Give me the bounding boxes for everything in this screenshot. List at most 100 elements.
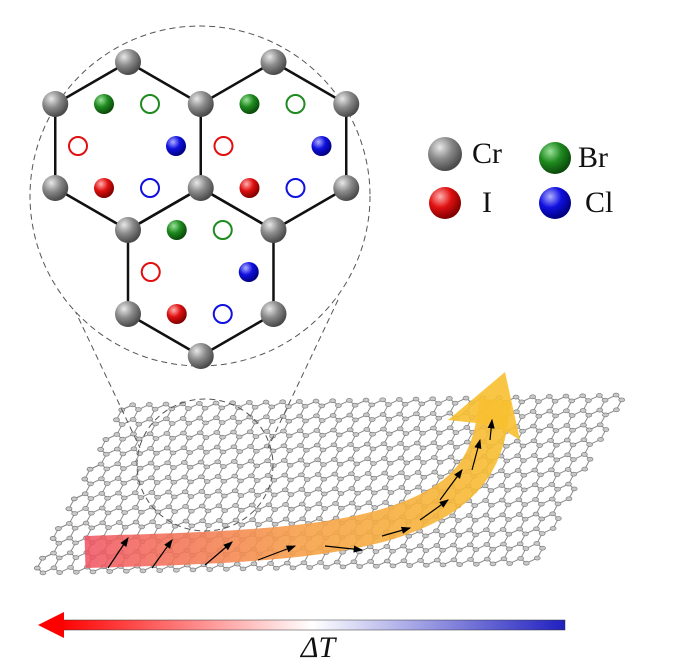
carbon-atom	[146, 402, 153, 407]
carbon-atom	[213, 415, 220, 421]
carbon-atom	[246, 429, 254, 435]
carbon-atom	[520, 458, 527, 463]
carbon-atom	[136, 465, 144, 471]
carbon-atom	[548, 496, 556, 502]
carbon-atom	[213, 430, 221, 435]
carbon-atom	[66, 550, 74, 556]
carbon-atom	[219, 434, 226, 440]
carbon-atom	[146, 431, 154, 437]
carbon-atom	[402, 416, 409, 422]
carbon-atom	[254, 507, 262, 513]
carbon-atom	[170, 494, 178, 500]
carbon-atom	[416, 543, 424, 549]
carbon-atom	[106, 569, 113, 574]
zoom-line	[69, 299, 141, 449]
carbon-atom	[303, 447, 310, 453]
carbon-atom	[186, 464, 194, 470]
carbon-atom	[296, 413, 304, 419]
carbon-atom	[546, 394, 553, 399]
carbon-atom	[482, 512, 490, 518]
carbon-atom	[538, 516, 546, 522]
carbon-atom	[570, 471, 578, 477]
carbon-atom	[433, 543, 441, 548]
carbon-atom	[333, 559, 341, 565]
carbon-atom	[597, 437, 604, 442]
carbon-atom	[385, 416, 393, 422]
carbon-atom	[503, 458, 511, 464]
spin-arrow	[471, 438, 482, 471]
carbon-atom	[104, 510, 112, 516]
filled-atom	[311, 136, 332, 156]
carbon-atom	[152, 436, 160, 441]
flow-arrow	[84, 398, 511, 568]
carbon-atom	[297, 443, 304, 448]
carbon-atom	[189, 567, 197, 573]
carbon-atom	[148, 475, 155, 481]
cr-atom	[333, 91, 360, 117]
carbon-atom	[456, 562, 463, 567]
carbon-atom	[471, 503, 478, 508]
carbon-atom	[431, 455, 438, 460]
carbon-atom	[430, 425, 437, 431]
carbon-atom	[182, 518, 190, 524]
zoom-spot	[136, 398, 274, 532]
carbon-atom	[165, 489, 172, 495]
carbon-atom	[215, 488, 222, 494]
carbon-atom	[531, 453, 538, 458]
zoom-line	[267, 299, 339, 449]
carbon-atom	[423, 562, 430, 568]
carbon-atom	[66, 521, 73, 526]
carbon-atom	[365, 485, 372, 491]
carbon-atom	[386, 460, 394, 466]
carbon-atom	[256, 566, 263, 571]
carbon-atom	[268, 404, 276, 410]
carbon-atom	[446, 425, 454, 431]
carbon-atom	[130, 446, 138, 452]
carbon-atom	[371, 505, 378, 510]
carbon-atom	[412, 396, 420, 402]
carbon-atom	[420, 460, 427, 465]
carbon-atom	[430, 440, 438, 446]
carbon-atom	[554, 486, 561, 492]
carbon-atom	[346, 412, 354, 418]
carbon-atom	[237, 478, 244, 484]
carbon-atom	[472, 547, 480, 552]
carbon-atom	[618, 397, 626, 403]
carbon-atom	[306, 565, 313, 570]
carbon-atom	[147, 446, 154, 451]
carbon-atom	[247, 458, 255, 464]
carbon-atom	[397, 441, 404, 446]
carbon-atom	[435, 430, 443, 436]
carbon-atom	[569, 442, 577, 448]
open-atom	[212, 304, 233, 324]
carbon-atom	[336, 447, 343, 452]
carbon-atom	[488, 517, 496, 523]
carbon-atom	[113, 432, 121, 437]
carbon-atom	[217, 562, 224, 567]
carbon-atom	[450, 557, 458, 563]
cr-atom	[260, 301, 287, 327]
carbon-atom	[489, 561, 497, 567]
carbon-atom	[487, 488, 495, 493]
carbon-atom	[347, 442, 354, 447]
carbon-atom	[246, 400, 253, 405]
filled-atom	[166, 304, 187, 324]
carbon-atom	[129, 402, 136, 408]
carbon-atom	[482, 498, 489, 503]
carbon-atom	[55, 555, 63, 561]
carbon-atom	[396, 397, 403, 402]
carbon-atom	[580, 437, 588, 443]
open-atom	[212, 220, 233, 240]
carbon-atom	[88, 525, 96, 531]
carbon-atom	[348, 471, 355, 477]
carbon-atom	[335, 432, 343, 438]
carbon-atom	[118, 422, 126, 427]
carbon-atom	[147, 460, 155, 466]
delta-t-label: ΔT	[300, 631, 338, 664]
carbon-atom	[289, 565, 297, 571]
carbon-atom	[220, 493, 228, 499]
carbon-atom	[156, 568, 163, 573]
carbon-atom	[103, 451, 110, 457]
carbon-atom	[296, 428, 304, 434]
